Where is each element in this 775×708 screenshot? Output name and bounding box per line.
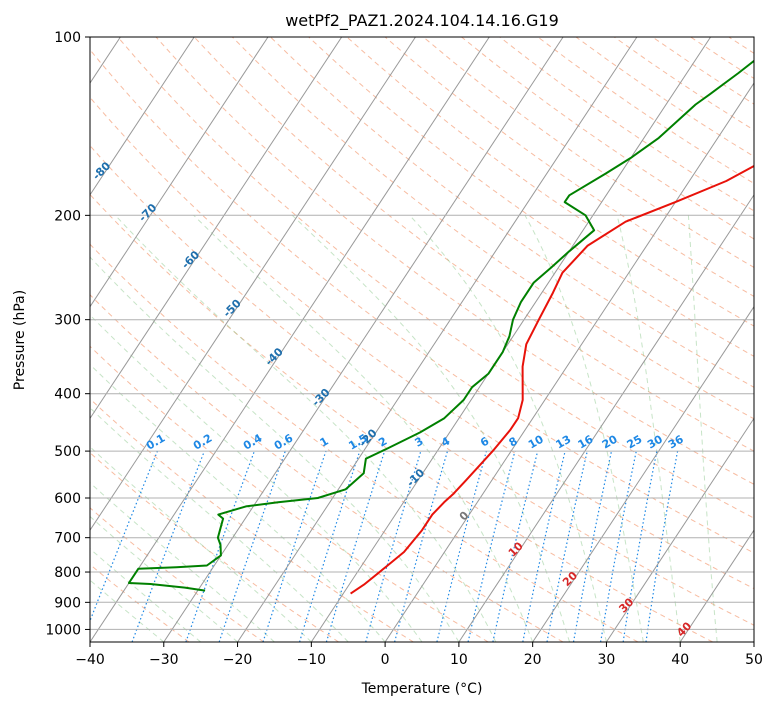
moist-adiabat-line (90, 482, 275, 642)
x-axis-ticks: −40 −30 −20 −10 0 10 20 30 40 50 (75, 642, 763, 668)
dry-adiabat-line (193, 37, 754, 452)
moist-adiabat-line (90, 548, 202, 642)
moist-adiabat-line (616, 215, 681, 642)
y-tick-label: 1000 (45, 622, 81, 638)
mixing-ratio-line (299, 450, 361, 642)
mixing-ratio-line (262, 450, 327, 642)
dry-adiabat-line (308, 37, 754, 357)
dry-adiabat-line (90, 144, 754, 626)
y-axis-ticks: 100 200 300 400 500 600 700 800 900 1000 (45, 30, 90, 638)
dewpoint-profile-line (127, 59, 754, 592)
mixing-ratio-line (467, 450, 516, 642)
isotherm-line (90, 37, 416, 532)
y-tick-label: 500 (54, 444, 81, 460)
moist-adiabat-line (90, 515, 238, 642)
y-tick-label: 700 (54, 531, 81, 547)
y-tick-label: 100 (54, 30, 81, 46)
x-tick-label: 0 (381, 652, 390, 668)
moist-adiabat-line (409, 214, 607, 642)
chart-title: wetPf2_PAZ1.2024.104.14.16.G19 (285, 11, 559, 31)
mixing-ratio-line (218, 450, 286, 642)
isotherm-line (90, 37, 195, 196)
x-tick-label: −10 (297, 652, 327, 668)
mixing-ratio-line (645, 450, 679, 642)
x-tick-label: 50 (745, 652, 763, 668)
mixing-ratio-line (325, 450, 386, 642)
moist-adiabat-line (90, 314, 423, 642)
moist-adiabat-line (114, 214, 497, 642)
mixing-ratio-line (365, 450, 422, 642)
isotherm-line (163, 37, 564, 642)
isotherm-line (679, 529, 754, 642)
x-tick-label: −40 (75, 652, 105, 668)
dry-adiabat-line (270, 37, 754, 388)
isotherm-line (384, 82, 754, 642)
x-axis-label: Temperature (°C) (361, 681, 483, 697)
x-tick-label: −30 (149, 652, 179, 668)
isotherm-line (237, 37, 638, 642)
profile-lines (127, 59, 754, 595)
y-axis-label: Pressure (hPa) (12, 290, 28, 390)
isotherm-line (458, 193, 754, 642)
mixing-ratio-line (185, 450, 255, 642)
x-tick-label: −20 (223, 652, 253, 668)
dry-adiabat-line (90, 243, 639, 642)
y-tick-label: 300 (54, 313, 81, 329)
moist-adiabat-line (687, 215, 718, 642)
dry-adiabat-line (90, 294, 564, 642)
moist-adiabat-line (90, 363, 386, 642)
plot-frame (89, 36, 755, 643)
x-tick-label: 30 (598, 652, 616, 668)
y-tick-label: 900 (54, 595, 81, 611)
dry-adiabat-line (90, 507, 265, 642)
grid-lines (90, 37, 754, 642)
y-tick-label: 800 (54, 565, 81, 581)
y-tick-label: 600 (54, 491, 81, 507)
mixing-ratio-line (131, 450, 205, 642)
moist-adiabat-line (90, 446, 312, 642)
isotherm-line (310, 37, 712, 642)
isotherm-line (90, 37, 490, 642)
isotherm-line (605, 417, 754, 642)
isotherm-line (90, 37, 343, 420)
moist-adiabat-line (90, 256, 460, 642)
moist-adiabat-line (524, 215, 644, 642)
y-tick-label: 200 (54, 208, 81, 224)
mixing-ratio-line (436, 450, 487, 642)
isotherm-line (532, 305, 754, 642)
dry-adiabat-line (117, 37, 754, 519)
dry-adiabat-line (90, 345, 489, 642)
moist-adiabat-line (193, 214, 534, 642)
mixing-ratio-line (90, 450, 158, 623)
mixing-ratio-line (522, 450, 566, 642)
x-tick-label: 10 (450, 652, 468, 668)
x-tick-label: 20 (524, 652, 542, 668)
temperature-profile-line (350, 164, 754, 595)
dry-adiabat-line (384, 37, 754, 297)
moist-adiabat-line (90, 579, 165, 642)
dry-adiabat-line (90, 193, 713, 642)
y-tick-label: 400 (54, 387, 81, 403)
isotherm-line (90, 37, 269, 308)
x-tick-label: 40 (671, 652, 689, 668)
